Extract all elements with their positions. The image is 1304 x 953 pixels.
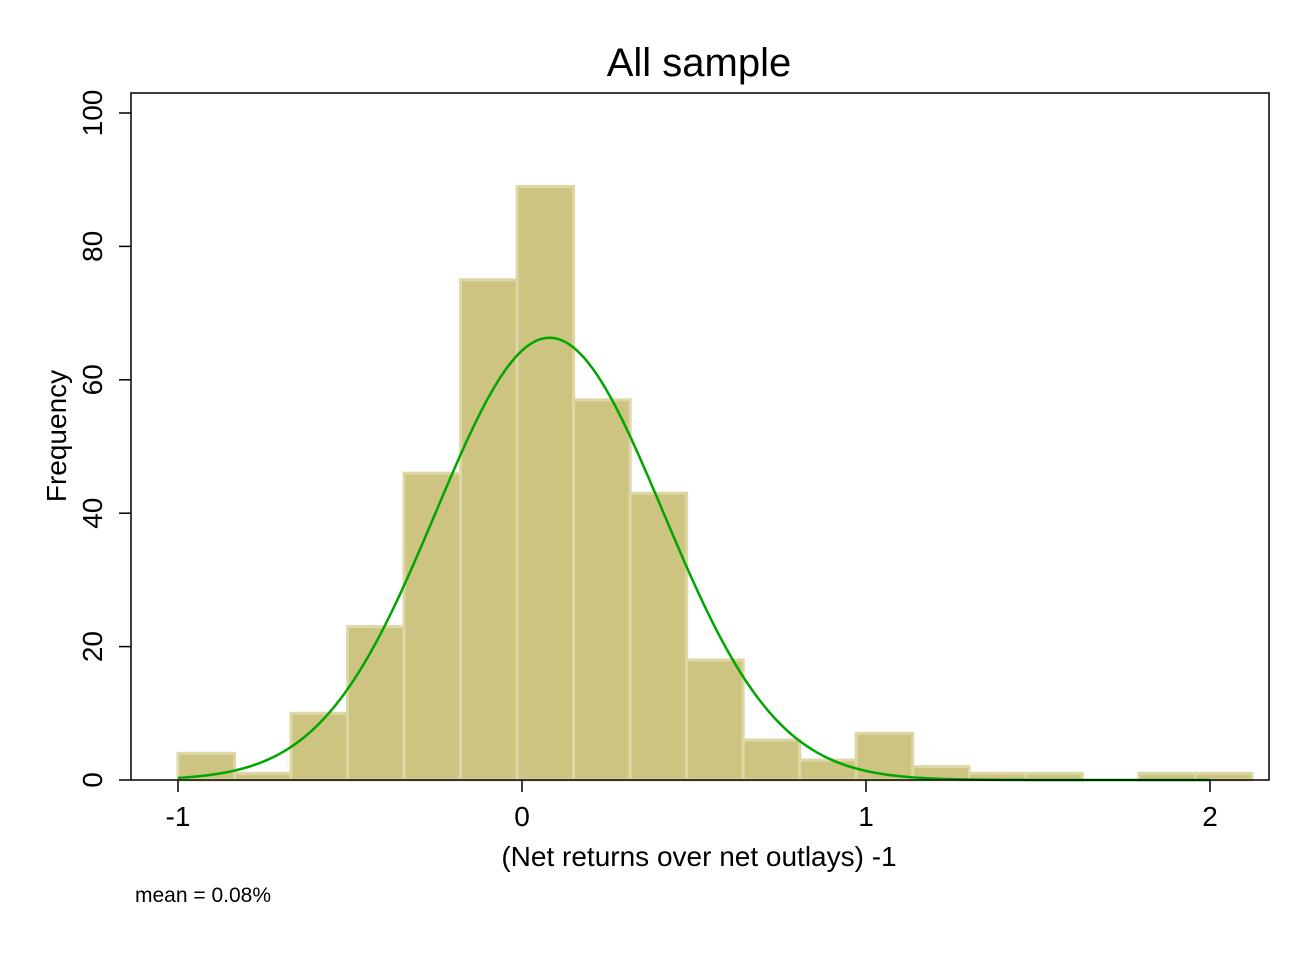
histogram-bar: [459, 278, 519, 782]
y-tick-label: 0: [77, 772, 108, 788]
histogram-bar: [346, 625, 406, 782]
histogram-bar: [685, 658, 745, 782]
y-axis-label: Frequency: [41, 370, 72, 502]
x-axis-label: (Net returns over net outlays) -1: [501, 841, 896, 872]
y-axis: 0 20 40 60 80 100: [77, 90, 131, 788]
histogram-bar: [741, 738, 802, 782]
y-tick-label: 40: [77, 498, 108, 529]
plot-frame: [130, 92, 1270, 781]
y-tick-label: 80: [77, 231, 108, 262]
y-tick-label: 100: [77, 90, 108, 137]
x-tick-label: -1: [166, 801, 191, 832]
chart-title: All sample: [607, 41, 792, 85]
mean-note: mean = 0.08%: [135, 884, 271, 907]
histogram-bar: [572, 398, 632, 782]
x-tick-label: 1: [858, 801, 874, 832]
bars-layer: [176, 184, 1254, 782]
histogram-bar: [798, 758, 858, 782]
x-axis: -1 0 1 2: [166, 780, 1218, 832]
histogram-bar: [628, 491, 689, 782]
histogram-bar: [515, 184, 576, 782]
histogram-bar: [233, 771, 293, 782]
histogram-bar: [854, 731, 915, 782]
y-tick-label: 20: [77, 631, 108, 662]
y-tick-label: 60: [77, 364, 108, 395]
x-tick-label: 0: [514, 801, 530, 832]
x-tick-label: 2: [1202, 801, 1218, 832]
